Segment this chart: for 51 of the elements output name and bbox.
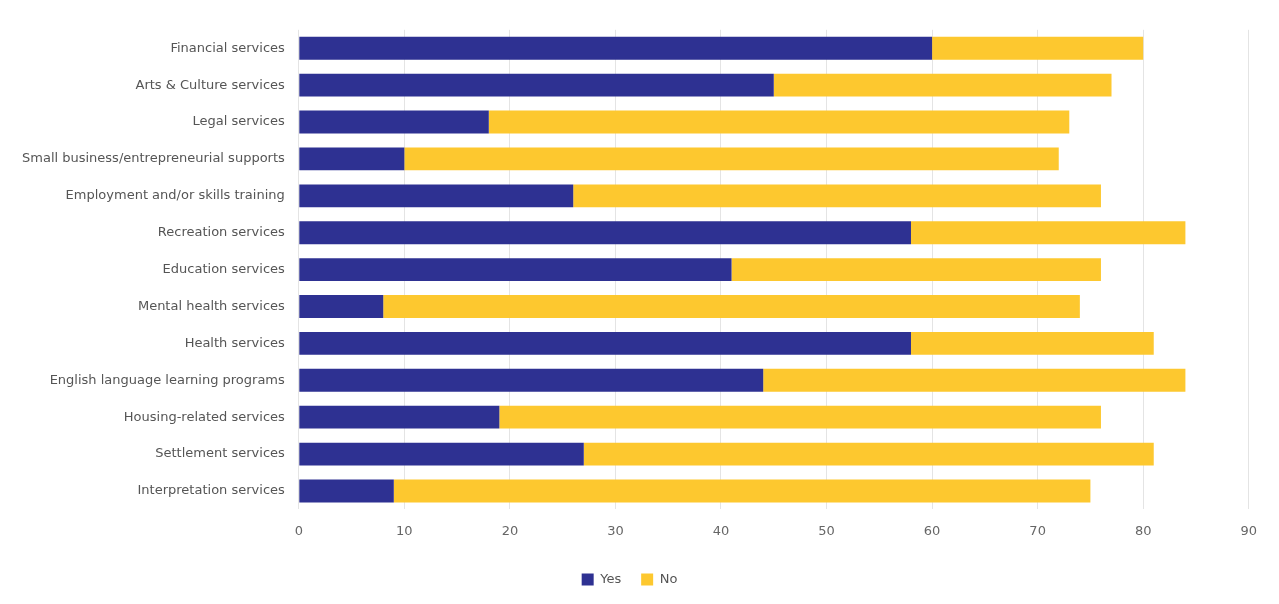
x-tick-label: 40 [712, 522, 730, 538]
y-tick-label: Health services [184, 334, 286, 350]
bar [583, 442, 1154, 466]
x-tick-label: 0 [294, 522, 303, 538]
y-tick-label: Settlement services [155, 445, 286, 461]
x-tick-label: 80 [1134, 522, 1152, 538]
y-tick-label: Legal services [192, 113, 286, 129]
bar [299, 368, 764, 392]
bar [910, 331, 1154, 355]
x-tick-label: 20 [501, 522, 519, 538]
bar [499, 405, 1101, 429]
legend-label: Yes [599, 570, 622, 586]
y-tick-label: Small business/entrepreneurial supports [21, 150, 286, 166]
legend-label: No [659, 570, 678, 586]
bar [404, 147, 1059, 171]
y-tick-label: English language learning programs [49, 371, 286, 387]
y-tick-label: Recreation services [157, 224, 286, 240]
bar [299, 184, 574, 208]
y-tick-label: Financial services [170, 39, 286, 55]
x-tick-label: 60 [923, 522, 941, 538]
bar [299, 221, 911, 245]
bar [910, 221, 1186, 245]
bar [299, 295, 384, 318]
bar [299, 110, 489, 134]
bar [731, 258, 1101, 282]
bar [299, 442, 584, 466]
bar [383, 295, 1080, 318]
y-tick-label: Interpretation services [137, 482, 286, 498]
bar [299, 147, 405, 171]
bar [773, 73, 1112, 97]
x-tick-label: 10 [396, 522, 413, 538]
x-tick-label: 70 [1029, 522, 1046, 538]
x-tick-label: 90 [1240, 522, 1257, 538]
bar [299, 405, 500, 429]
bar [299, 36, 933, 60]
bar [932, 36, 1144, 60]
bar [763, 368, 1186, 392]
bar [299, 331, 911, 355]
y-tick-label: Employment and/or skills training [65, 187, 285, 203]
y-tick-label: Mental health services [137, 297, 286, 313]
y-tick-label: Arts & Culture services [135, 76, 286, 92]
x-tick-label: 30 [607, 522, 624, 538]
bar [573, 184, 1101, 208]
y-tick-label: Education services [162, 260, 286, 276]
x-tick-label: 50 [818, 522, 835, 538]
bar [299, 73, 774, 97]
bar [393, 479, 1091, 503]
bar [488, 110, 1070, 134]
bar [299, 258, 732, 282]
y-tick-label: Housing-related services [123, 408, 286, 424]
bar [299, 479, 394, 503]
